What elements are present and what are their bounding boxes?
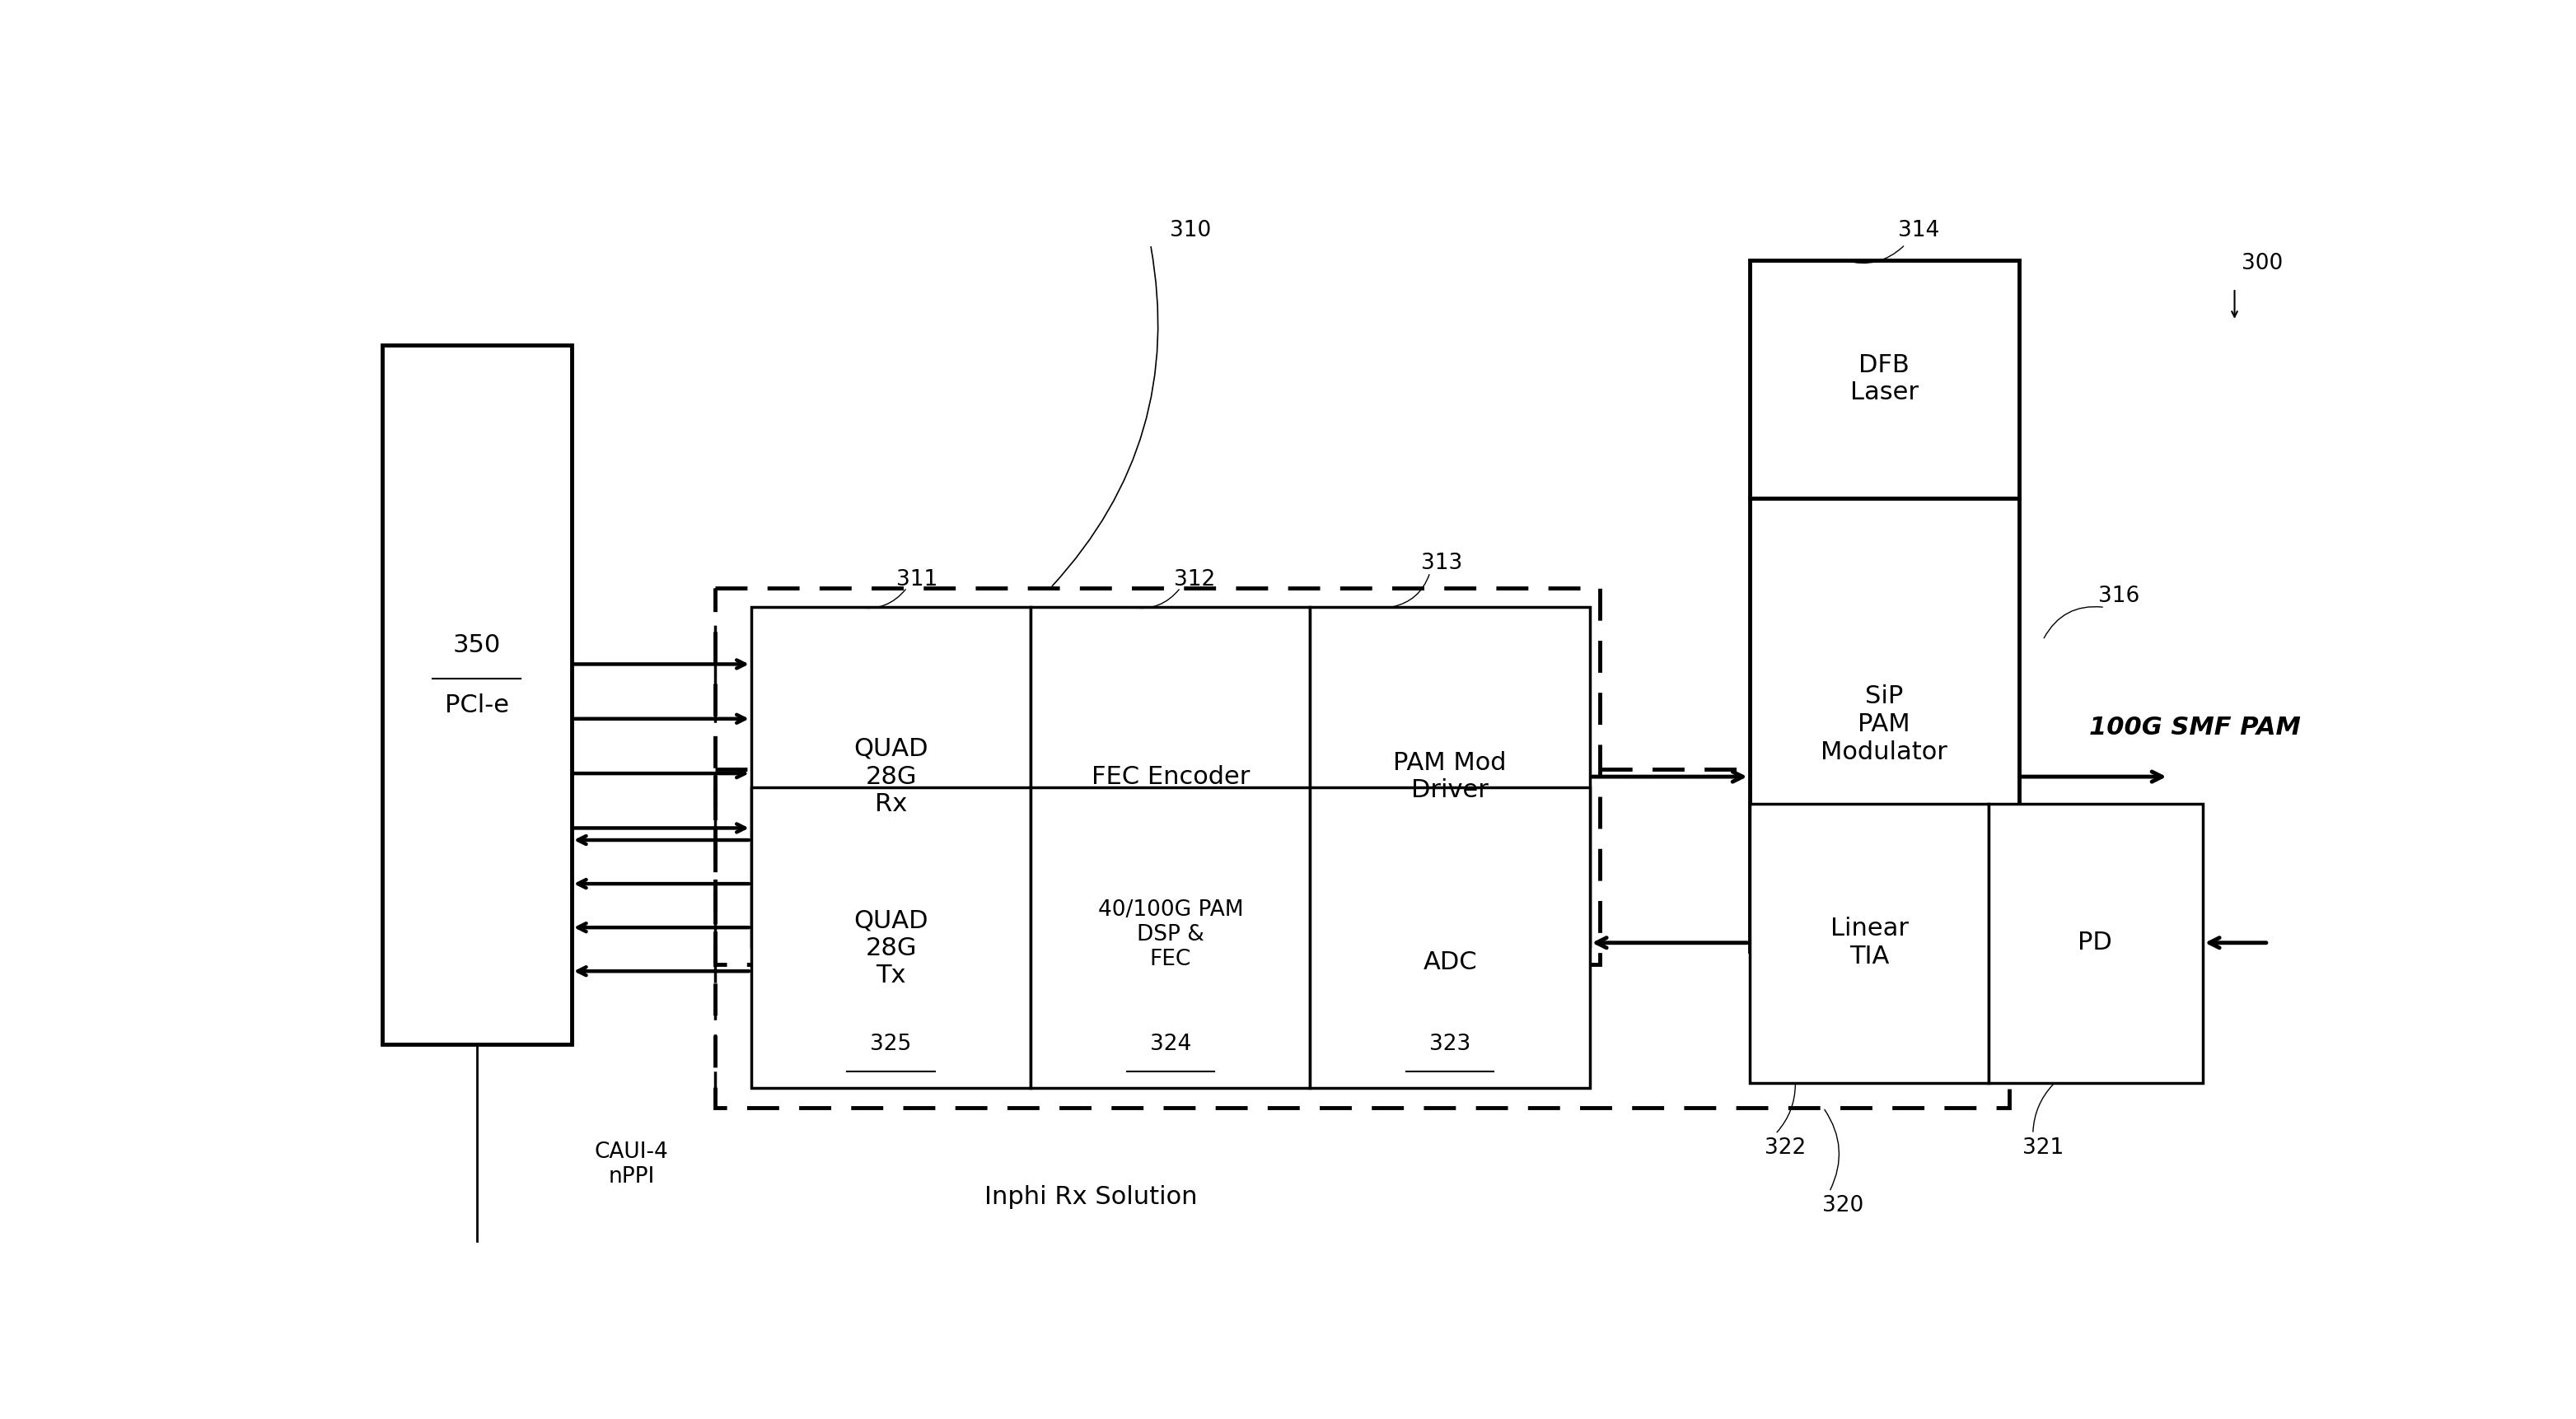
Bar (1311, 788, 1589, 1088)
Text: 316: 316 (2097, 586, 2141, 607)
Text: PAM Mod
Driver: PAM Mod Driver (1394, 751, 1507, 803)
Text: 40/100G PAM
DSP &
FEC: 40/100G PAM DSP & FEC (1097, 900, 1244, 971)
Text: CAUI-4
nPPI: CAUI-4 nPPI (595, 1141, 667, 1188)
Text: SiP
PAM
Modulator: SiP PAM Modulator (1821, 684, 1947, 763)
Text: 313: 313 (1422, 553, 1463, 575)
Bar (1030, 788, 1311, 1088)
Text: 300: 300 (2241, 253, 2282, 274)
Text: 324: 324 (1149, 1033, 1190, 1056)
Text: QUAD
28G
Tx: QUAD 28G Tx (853, 908, 927, 988)
Text: Linear
TIA: Linear TIA (1829, 917, 1909, 969)
Text: 310: 310 (1170, 220, 1211, 241)
Text: 312: 312 (1175, 569, 1216, 590)
Bar (1749, 805, 1989, 1083)
Bar (1749, 260, 2020, 498)
Bar (752, 607, 1030, 946)
Text: PD: PD (2079, 931, 2112, 955)
Text: QUAD
28G
Rx: QUAD 28G Rx (853, 736, 927, 816)
Text: 322: 322 (1765, 1138, 1806, 1159)
Text: PCl-e: PCl-e (446, 694, 510, 718)
Text: 321: 321 (2022, 1138, 2063, 1159)
Bar (716, 587, 1600, 965)
Bar (1030, 607, 1311, 946)
Text: 311: 311 (896, 569, 938, 590)
Bar (381, 345, 572, 1044)
Text: ADC: ADC (1422, 951, 1476, 975)
Text: DFB
Laser: DFB Laser (1850, 353, 1919, 404)
Bar (1311, 607, 1589, 946)
Bar (1749, 498, 2020, 952)
Text: 325: 325 (871, 1033, 912, 1056)
Bar (716, 769, 2009, 1108)
Bar (752, 788, 1030, 1088)
Bar (1989, 805, 2202, 1083)
Text: 320: 320 (1824, 1195, 1865, 1218)
Text: Inphi Rx Solution: Inphi Rx Solution (984, 1185, 1198, 1209)
Text: 350: 350 (453, 634, 500, 657)
Text: 323: 323 (1430, 1033, 1471, 1056)
Text: 100G SMF PAM: 100G SMF PAM (2089, 715, 2300, 739)
Text: FEC Encoder: FEC Encoder (1092, 765, 1249, 789)
Text: 314: 314 (1899, 220, 1940, 241)
